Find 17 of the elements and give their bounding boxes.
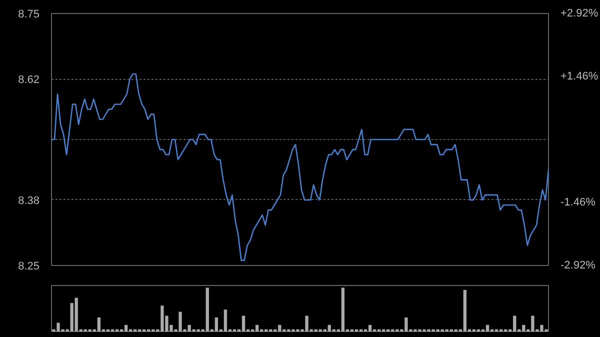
bar — [124, 324, 128, 332]
y-tick-label: 8.62 — [18, 74, 40, 86]
y-tick-label: 8.38 — [18, 194, 40, 207]
bar — [224, 310, 228, 332]
y2-tick-label: -1.46% — [560, 196, 596, 208]
bar — [242, 316, 246, 332]
bar — [255, 324, 259, 332]
y2-tick-label: +2.92% — [560, 8, 598, 20]
line-series — [52, 73, 548, 262]
bar — [97, 317, 101, 332]
bar — [341, 288, 345, 332]
bar — [368, 324, 372, 332]
bar — [486, 324, 490, 332]
y-tick-label: 8.75 — [18, 8, 40, 20]
y2-tick-label: +1.46% — [560, 70, 598, 82]
y2-tick-label: -2.92% — [560, 260, 596, 272]
y-tick-label: 8.25 — [18, 260, 40, 272]
